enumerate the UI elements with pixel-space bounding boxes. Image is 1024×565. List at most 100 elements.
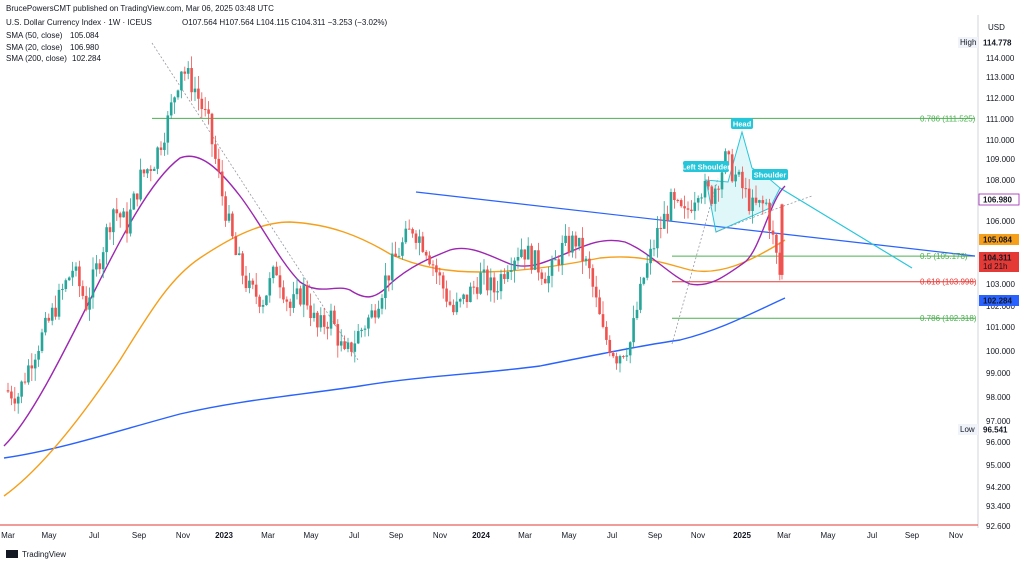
candle-body [217, 158, 221, 172]
candle-body [23, 381, 27, 383]
candle-body [197, 88, 200, 99]
candle-body [503, 274, 506, 279]
candle-body [632, 318, 635, 343]
candle-body [594, 286, 598, 298]
candle-body [707, 180, 710, 187]
candle-body [282, 287, 285, 300]
candle-body [448, 301, 452, 305]
upper-trendline [415, 191, 976, 257]
candle-body [356, 331, 360, 344]
sma200-line [3, 297, 786, 459]
price-badge [979, 252, 1019, 272]
price-badge [979, 234, 1019, 245]
candle-body [78, 266, 81, 287]
candle-body [319, 315, 323, 328]
candle-body [118, 213, 122, 218]
candle-body [343, 341, 346, 349]
pattern-annotation-label: Left Shoulder [682, 163, 730, 172]
candle-body [234, 236, 238, 255]
symbol-title: U.S. Dollar Currency Index · 1W · ICEUS [6, 18, 152, 27]
tradingview-logo[interactable]: TradingView [6, 550, 66, 559]
candle-body [183, 71, 187, 74]
candle-body [605, 326, 608, 340]
price-tick-label: 112.000 [986, 94, 1015, 103]
candle-body [210, 113, 214, 145]
candle-body [231, 213, 234, 237]
chart-drawings [151, 42, 976, 361]
candle-body [693, 202, 697, 212]
candle-body [6, 390, 10, 392]
price-tick-label: 114.000 [986, 54, 1015, 63]
time-tick-label: Jul [349, 531, 359, 540]
candle-body [771, 230, 775, 235]
candle-body [591, 268, 595, 287]
swing-diagonal [151, 42, 359, 361]
candle-body [322, 315, 326, 327]
candle-body [618, 356, 622, 364]
candle-body [550, 259, 554, 276]
candle-body [710, 186, 714, 204]
time-tick-label: Mar [777, 531, 791, 540]
candle-body [98, 263, 102, 270]
candle-body [730, 154, 734, 182]
time-tick-label: Jul [89, 531, 99, 540]
candle-body [577, 237, 581, 247]
candle-body [387, 275, 391, 281]
candle-body [363, 328, 367, 330]
candle-body [462, 294, 465, 300]
price-tick-label: 95.000 [986, 461, 1011, 470]
candle-body [190, 68, 193, 93]
candle-body [560, 242, 564, 266]
candle-body [27, 365, 30, 383]
candle-body [373, 310, 377, 318]
time-tick-label: Mar [1, 531, 15, 540]
time-tick-label: 2023 [215, 531, 233, 540]
candle-body [720, 172, 724, 190]
price-axis-ticks: 115.000114.000113.000112.000111.000110.0… [986, 39, 1015, 531]
time-tick-label: Nov [949, 531, 963, 540]
candle-body [696, 198, 700, 203]
fib-level-label: 0.5 (105.178) [920, 252, 968, 261]
candle-body [764, 202, 768, 204]
sma-value: 106.980 [70, 43, 99, 52]
time-tick-label: Mar [518, 531, 532, 540]
time-tick-label: Jul [867, 531, 877, 540]
sma-legend: SMA (50, close) 105.084 SMA (20, close) … [6, 31, 101, 63]
candle-body [40, 332, 44, 351]
candle-body [778, 252, 782, 275]
candle-body [316, 312, 319, 328]
price-tick-label: 102.000 [986, 302, 1015, 311]
price-tick-label: 99.000 [986, 369, 1011, 378]
candle-body [639, 283, 642, 310]
candle-body [761, 200, 765, 204]
candle-body [533, 250, 537, 270]
candle-body [384, 275, 387, 299]
candle-body [472, 286, 476, 288]
candle-body [139, 169, 142, 200]
fib-level-label: 0.786 (111.525) [920, 114, 976, 123]
candle-body [132, 193, 136, 210]
price-tick-label: 96.000 [986, 438, 1011, 447]
candle-body [435, 265, 438, 273]
candle-body [642, 277, 646, 284]
fib-labels: 0.786 (111.525) 0.5 (105.178) 0.618 (103.9… [920, 114, 977, 323]
time-tick-label: Jul [607, 531, 617, 540]
candle-body [397, 255, 401, 257]
candle-body [404, 228, 408, 243]
ohlc-readout: O107.564 H107.564 L104.115 C104.311 −3.2… [182, 18, 388, 27]
candle-body [91, 269, 95, 298]
fib-level-label: 0.618 (103.998) [920, 278, 977, 287]
neckline [715, 195, 813, 233]
price-badge-countdown: 1d 21h [983, 262, 1007, 271]
price-tick-label: 109.000 [986, 155, 1015, 164]
candle-body [713, 188, 717, 204]
time-axis-ticks[interactable]: Mar May Jul Sep Nov 2023 Mar May Jul Sep Nov 2024 Ma… [1, 531, 963, 540]
candle-body [377, 308, 380, 318]
time-tick-label: Nov [433, 531, 447, 540]
price-tick-label: 113.000 [986, 73, 1015, 82]
candle-body [615, 356, 618, 364]
candle-body [601, 314, 605, 327]
badge-tag-label: Low [960, 425, 975, 434]
candle-body [200, 98, 204, 110]
